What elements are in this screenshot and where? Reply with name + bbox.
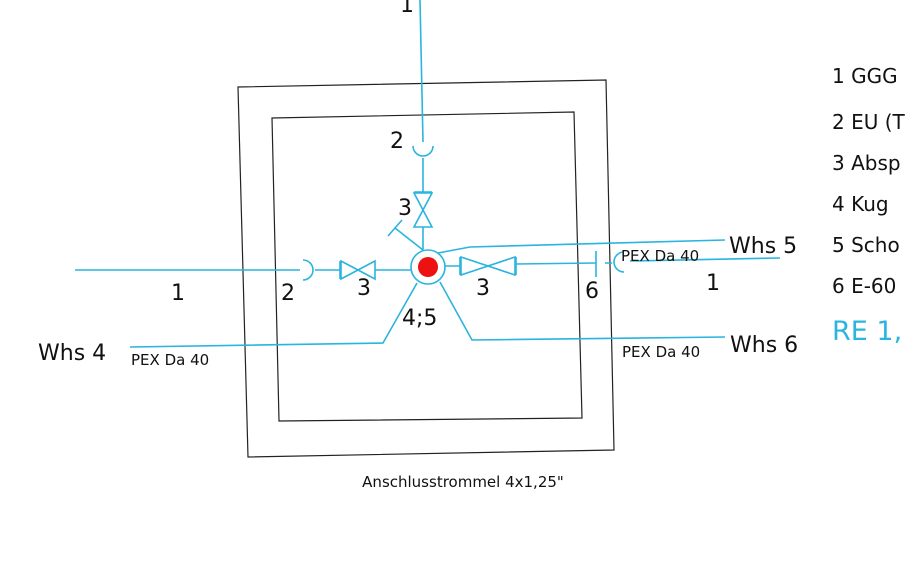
- label: 2: [281, 281, 295, 306]
- pipe-top: [419, 0, 424, 143]
- labels: 1 2 3 Whs 5 PEX Da 40 2 3 3 6 1 1 Whs 4 …: [38, 0, 798, 491]
- pipes: [75, 0, 781, 348]
- legend-item: 1 GGG: [832, 64, 898, 88]
- label: PEX Da 40: [621, 247, 699, 265]
- label: 3: [357, 276, 371, 301]
- coupling: [412, 145, 434, 157]
- pipe-right: [613, 251, 781, 273]
- label: 2: [390, 129, 404, 154]
- legend-item: 5 Scho: [832, 233, 900, 257]
- legend-item: 2 EU (T: [832, 110, 906, 134]
- outer-frame: [237, 79, 615, 458]
- legend-item: 6 E-60: [832, 274, 896, 298]
- label: 3: [476, 276, 490, 301]
- label: 6: [585, 279, 599, 304]
- drum: [237, 79, 615, 458]
- label: 1: [706, 271, 720, 296]
- label: 1: [400, 0, 414, 18]
- pipe-whs6: [439, 281, 726, 341]
- pipe-whs4: [129, 282, 418, 348]
- caption: Anschlusstrommel 4x1,25": [362, 473, 564, 491]
- label: 4;5: [402, 306, 437, 331]
- flange: [595, 251, 612, 277]
- legend: 1 GGG 2 EU (T 3 Absp 4 Kug 5 Scho 6 E-60…: [832, 64, 906, 347]
- coupling: [302, 259, 314, 281]
- label: 3: [398, 196, 412, 221]
- distributor-center: [418, 257, 438, 277]
- label: Whs 5: [729, 234, 797, 259]
- legend-item: 4 Kug: [832, 192, 889, 216]
- label: Whs 6: [730, 333, 798, 358]
- label: PEX Da 40: [622, 343, 700, 361]
- legend-highlight: RE 1,: [832, 316, 902, 347]
- valve: [412, 158, 434, 250]
- distributor: [410, 249, 446, 285]
- pipe-whs5: [437, 239, 726, 254]
- legend-item: 3 Absp: [832, 151, 901, 175]
- valve-handle: [387, 219, 424, 251]
- valve: [315, 259, 411, 281]
- label: PEX Da 40: [131, 351, 209, 369]
- valve: [445, 255, 597, 277]
- label: 1: [171, 281, 185, 306]
- label: Whs 4: [38, 341, 106, 366]
- inner-frame: [271, 111, 583, 422]
